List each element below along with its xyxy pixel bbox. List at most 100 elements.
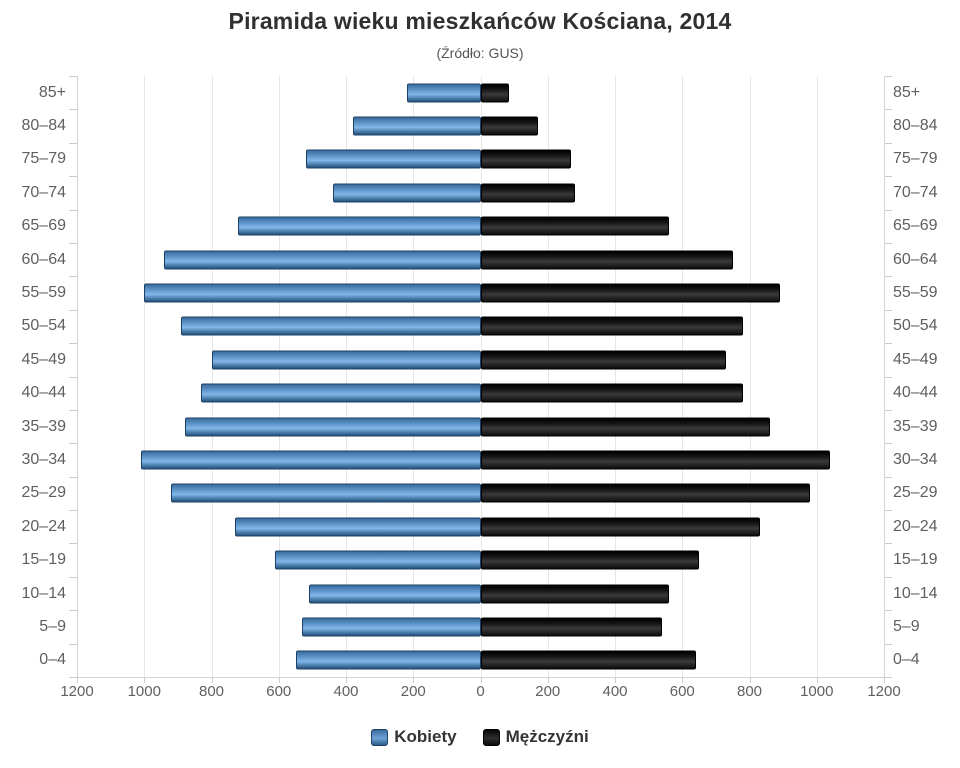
x-tick-label: 800 [198,683,225,700]
y-axis-tick-right [884,343,892,345]
legend: Kobiety Mężczyźni [0,722,960,752]
bar-mezczyzni-60–64[interactable] [480,250,733,270]
category-label-left-0–4: 0–4 [39,651,66,669]
bar-kobiety-65–69[interactable] [238,216,481,236]
category-label-left-55–59: 55–59 [21,284,67,302]
category-label-left-60–64: 60–64 [21,250,67,268]
gridline [211,76,213,677]
x-tick-label: 200 [535,683,561,700]
y-axis-tick-right [884,142,892,144]
y-axis-tick-right [884,76,892,77]
legend-item-mezczyzni[interactable]: Mężczyźni [482,727,589,747]
bar-kobiety-0–4[interactable] [295,650,481,670]
gridline [547,76,549,677]
age-row-0–4 [77,644,884,677]
bar-mezczyzni-0–4[interactable] [480,650,696,670]
y-axis-tick-right [884,610,892,612]
x-axis-tick [682,677,684,683]
x-axis-tick [816,677,818,683]
bar-mezczyzni-30–34[interactable] [480,450,831,470]
x-tick-label: 400 [602,683,628,700]
bar-kobiety-30–34[interactable] [140,450,481,470]
category-label-right-35–39: 35–39 [893,417,938,435]
y-axis-tick-left [69,443,77,445]
category-label-right-5–9: 5–9 [893,617,920,635]
age-row-40–44 [77,377,884,410]
category-label-right-25–29: 25–29 [893,484,938,502]
category-label-right-40–44: 40–44 [893,384,938,402]
y-axis-tick-left [69,109,77,111]
age-row-55–59 [77,276,884,309]
bar-kobiety-20–24[interactable] [235,517,481,537]
category-label-right-70–74: 70–74 [893,183,938,201]
x-tick-label: 400 [333,683,359,700]
bar-kobiety-5–9[interactable] [302,617,481,637]
x-axis-tick [278,677,280,683]
bar-kobiety-10–14[interactable] [309,584,481,604]
bar-kobiety-75–79[interactable] [305,149,481,169]
bar-mezczyzni-75–79[interactable] [480,149,572,169]
y-axis-tick-left [69,242,77,244]
x-tick-label: 1200 [867,683,901,700]
x-axis-tick [749,677,751,683]
category-label-left-70–74: 70–74 [21,183,67,201]
x-tick-label: 600 [266,683,292,700]
x-axis-tick [211,677,213,683]
y-axis-tick-left [69,510,77,512]
bar-mezczyzni-80–84[interactable] [480,116,538,136]
category-label-right-15–19: 15–19 [893,551,938,569]
category-label-left-65–69: 65–69 [21,217,67,235]
bar-mezczyzni-35–39[interactable] [480,417,770,437]
category-label-right-20–24: 20–24 [893,517,938,535]
age-row-70–74 [77,176,884,209]
y-axis-tick-left [69,409,77,411]
y-axis-tick-right [884,677,892,678]
category-label-right-0–4: 0–4 [893,651,920,669]
y-axis-tick-right [884,643,892,645]
bar-kobiety-60–64[interactable] [164,250,481,270]
y-axis-tick-left [69,309,77,311]
bar-mezczyzni-15–19[interactable] [480,550,700,570]
bar-kobiety-55–59[interactable] [144,283,481,303]
category-label-left-40–44: 40–44 [21,384,67,402]
bar-mezczyzni-85+[interactable] [480,83,510,103]
bar-mezczyzni-55–59[interactable] [480,283,780,303]
bar-kobiety-45–49[interactable] [211,350,481,370]
bar-kobiety-50–54[interactable] [181,316,481,336]
bar-kobiety-15–19[interactable] [275,550,481,570]
bar-mezczyzni-45–49[interactable] [480,350,726,370]
bar-mezczyzni-70–74[interactable] [480,183,575,203]
y-axis-tick-left [69,677,77,678]
y-axis-tick-right [884,209,892,211]
category-label-left-10–14: 10–14 [21,584,67,602]
age-row-10–14 [77,577,884,610]
category-label-right-45–49: 45–49 [893,350,938,368]
bar-mezczyzni-10–14[interactable] [480,584,669,604]
bar-mezczyzni-40–44[interactable] [480,383,743,403]
bar-kobiety-70–74[interactable] [332,183,481,203]
y-axis-tick-left [69,343,77,345]
gridline [816,76,818,677]
bar-kobiety-35–39[interactable] [184,417,481,437]
bar-kobiety-25–29[interactable] [171,483,481,503]
bar-mezczyzni-65–69[interactable] [480,216,669,236]
category-label-right-30–34: 30–34 [893,450,938,468]
category-label-left-5–9: 5–9 [39,617,66,635]
bar-kobiety-80–84[interactable] [352,116,481,136]
bar-mezczyzni-25–29[interactable] [480,483,811,503]
bar-kobiety-85+[interactable] [406,83,481,103]
y-axis-tick-left [69,376,77,378]
bar-mezczyzni-50–54[interactable] [480,316,743,336]
category-label-left-80–84: 80–84 [21,117,67,135]
age-row-5–9 [77,610,884,643]
legend-item-kobiety[interactable]: Kobiety [371,727,457,747]
age-row-60–64 [77,243,884,276]
category-label-right-85+: 85+ [893,83,921,101]
chart-title: Piramida wieku mieszkańców Kościana, 201… [228,8,732,34]
category-label-left-20–24: 20–24 [21,517,67,535]
bar-mezczyzni-5–9[interactable] [480,617,663,637]
bar-mezczyzni-20–24[interactable] [480,517,760,537]
x-tick-label: 0 [476,683,485,700]
category-label-left-30–34: 30–34 [21,450,67,468]
bar-kobiety-40–44[interactable] [201,383,481,403]
